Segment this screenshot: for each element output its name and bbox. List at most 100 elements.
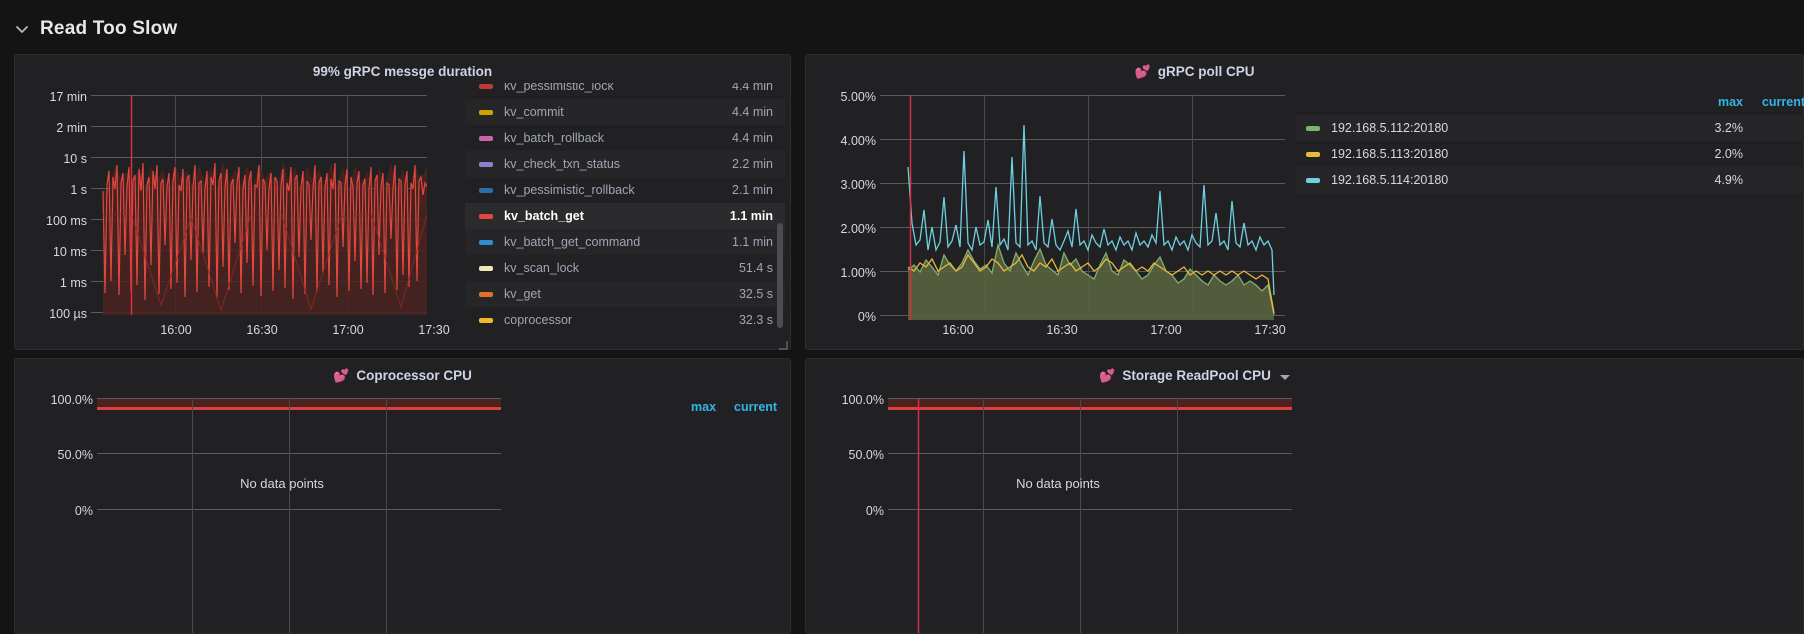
legend-item[interactable]: kv_scan_lock 51.4 s <box>465 255 785 281</box>
legend-header-coprocessor-cpu: max current <box>691 400 777 414</box>
chevron-down-icon[interactable] <box>1279 374 1290 380</box>
y-tick-2: 3.00% <box>840 178 876 192</box>
panel-coprocessor-cpu: 💕 Coprocessor CPU 100.0% 50.0% 0% <box>14 358 791 634</box>
dashboard-row-header[interactable]: Read Too Slow <box>14 12 177 46</box>
chevron-down-icon[interactable] <box>14 21 30 37</box>
legend-item-label: coprocessor <box>504 313 573 327</box>
series-color-swatch <box>479 187 493 193</box>
series-color-swatch <box>1306 151 1320 157</box>
x-tick-0: 16:00 <box>942 323 974 337</box>
legend-item[interactable]: kv_get 32.5 s <box>465 281 785 307</box>
panel-resize-handle[interactable] <box>778 337 788 350</box>
series-color-swatch <box>479 109 493 115</box>
legend-grpc-poll-cpu[interactable]: max current 192.168.5.112:20180 3.2% 192… <box>1296 95 1804 193</box>
panel-title-grpc-duration[interactable]: 99% gRPC messge duration <box>15 61 790 81</box>
panel-title-grpc-poll-cpu[interactable]: 💕 gRPC poll CPU <box>806 61 1803 81</box>
legend-item-value: 2.1 min <box>732 183 773 197</box>
legend-item-value: 2.2 min <box>732 157 773 171</box>
legend-scrollbar[interactable] <box>777 223 783 328</box>
panel-grpc-poll-cpu: 💕 gRPC poll CPU 5.00% 4.00% 3.00% 2.00% … <box>805 54 1804 350</box>
y-tick-1: 50.0% <box>57 448 93 462</box>
y-tick-3: 1 s <box>70 183 87 197</box>
legend-item-label: 192.168.5.114:20180 <box>1331 173 1449 187</box>
legend-item[interactable]: kv_pessimistic_rollback 2.1 min <box>465 177 785 203</box>
legend-item-selected[interactable]: kv_batch_get 1.1 min <box>465 203 785 229</box>
plot-coprocessor-cpu[interactable] <box>97 398 501 633</box>
y-tick-5: 10 ms <box>52 245 87 259</box>
legend-item-max: 2.0% <box>1714 147 1744 161</box>
legend-item-label: kv_pessimistic_lock <box>504 83 614 93</box>
legend-item[interactable]: kv_batch_rollback 4.4 min <box>465 125 785 151</box>
x-tick-2: 17:00 <box>1150 323 1182 337</box>
legend-col-max[interactable]: max <box>691 400 717 414</box>
legend-item-value: 4.4 min <box>732 105 773 119</box>
legend-item[interactable]: kv_commit 4.4 min <box>465 99 785 125</box>
y-tick-5: 0% <box>857 310 876 324</box>
legend-item-value: 1.1 min <box>732 235 773 249</box>
x-tick-2: 17:00 <box>332 323 364 337</box>
y-tick-0: 17 min <box>49 90 87 104</box>
heart-icon: 💕 <box>1099 367 1116 383</box>
y-tick-4: 100 ms <box>46 214 87 228</box>
plot-grpc-duration[interactable] <box>91 95 427 315</box>
row-title: Read Too Slow <box>40 18 178 39</box>
y-tick-1: 4.00% <box>840 134 876 148</box>
legend-col-current[interactable]: current <box>1761 95 1804 109</box>
y-tick-4: 1.00% <box>840 266 876 280</box>
legend-item-label: kv_pessimistic_rollback <box>504 183 635 197</box>
legend-item-label: kv_batch_rollback <box>504 131 605 145</box>
plot-storage-readpool-cpu[interactable] <box>888 398 1292 633</box>
no-data-message: No data points <box>240 476 324 491</box>
legend-item[interactable]: kv_check_txn_status 2.2 min <box>465 151 785 177</box>
y-tick-3: 2.00% <box>840 222 876 236</box>
series-color-swatch <box>479 317 493 323</box>
legend-item-max: 3.2% <box>1714 121 1744 135</box>
legend-item-label: 192.168.5.113:20180 <box>1331 147 1449 161</box>
x-tick-1: 16:30 <box>1046 323 1078 337</box>
x-tick-3: 17:30 <box>418 323 450 337</box>
y-tick-1: 2 min <box>56 121 87 135</box>
legend-item-value: 4.4 min <box>732 131 773 145</box>
series-color-swatch <box>479 291 493 297</box>
panel-title-text: Coprocessor CPU <box>356 367 472 383</box>
panel-title-coprocessor-cpu[interactable]: 💕 Coprocessor CPU <box>15 365 790 385</box>
legend-item-max: 4.9% <box>1714 173 1744 187</box>
legend-item-label: kv_scan_lock <box>504 261 580 275</box>
legend-item-label: kv_get <box>504 287 541 301</box>
panel-title-text: Storage ReadPool CPU <box>1122 367 1271 383</box>
legend-item-label: kv_batch_get <box>504 209 584 223</box>
series-color-swatch <box>479 239 493 245</box>
x-tick-1: 16:30 <box>246 323 278 337</box>
legend-item[interactable]: 192.168.5.112:20180 3.2% <box>1296 115 1804 141</box>
legend-item[interactable]: 192.168.5.113:20180 2.0% <box>1296 141 1804 167</box>
heart-icon: 💕 <box>333 367 350 383</box>
series-color-swatch <box>479 161 493 167</box>
panel-title-storage-readpool-cpu[interactable]: 💕 Storage ReadPool CPU <box>806 365 1803 385</box>
legend-col-current[interactable]: current <box>734 400 778 414</box>
legend-item-value: 32.3 s <box>738 313 773 327</box>
plot-grpc-poll-cpu[interactable] <box>880 95 1285 320</box>
legend-item[interactable]: 192.168.5.114:20180 4.9% <box>1296 167 1804 193</box>
legend-item-label: 192.168.5.112:20180 <box>1331 121 1449 135</box>
series-color-swatch <box>1306 125 1320 131</box>
series-color-swatch <box>479 213 493 219</box>
legend-grpc-duration[interactable]: kv_pessimistic_lock 4.4 min kv_commit 4.… <box>465 83 785 343</box>
legend-item[interactable]: kv_batch_get_command 1.1 min <box>465 229 785 255</box>
heart-icon: 💕 <box>1134 63 1151 79</box>
series-color-swatch <box>1306 177 1320 183</box>
legend-item-value: 4.4 min <box>732 83 773 93</box>
panel-title-text: gRPC poll CPU <box>1157 63 1255 79</box>
series-color-swatch <box>479 265 493 271</box>
legend-item-label: kv_batch_get_command <box>504 235 641 249</box>
legend-item-label: kv_commit <box>504 105 564 119</box>
legend-item[interactable]: coprocessor 32.3 s <box>465 307 785 333</box>
legend-item[interactable]: kv_pessimistic_lock 4.4 min <box>465 83 785 99</box>
panel-grpc-duration: 99% gRPC messge duration 17 min 2 min 10… <box>14 54 791 350</box>
series-color-swatch <box>479 83 493 89</box>
y-tick-2: 10 s <box>63 152 87 166</box>
legend-col-max[interactable]: max <box>1717 95 1743 109</box>
panel-title-text: 99% gRPC messge duration <box>312 63 493 79</box>
legend-item-value: 32.5 s <box>738 287 773 301</box>
legend-header-row: max current <box>1296 95 1804 115</box>
